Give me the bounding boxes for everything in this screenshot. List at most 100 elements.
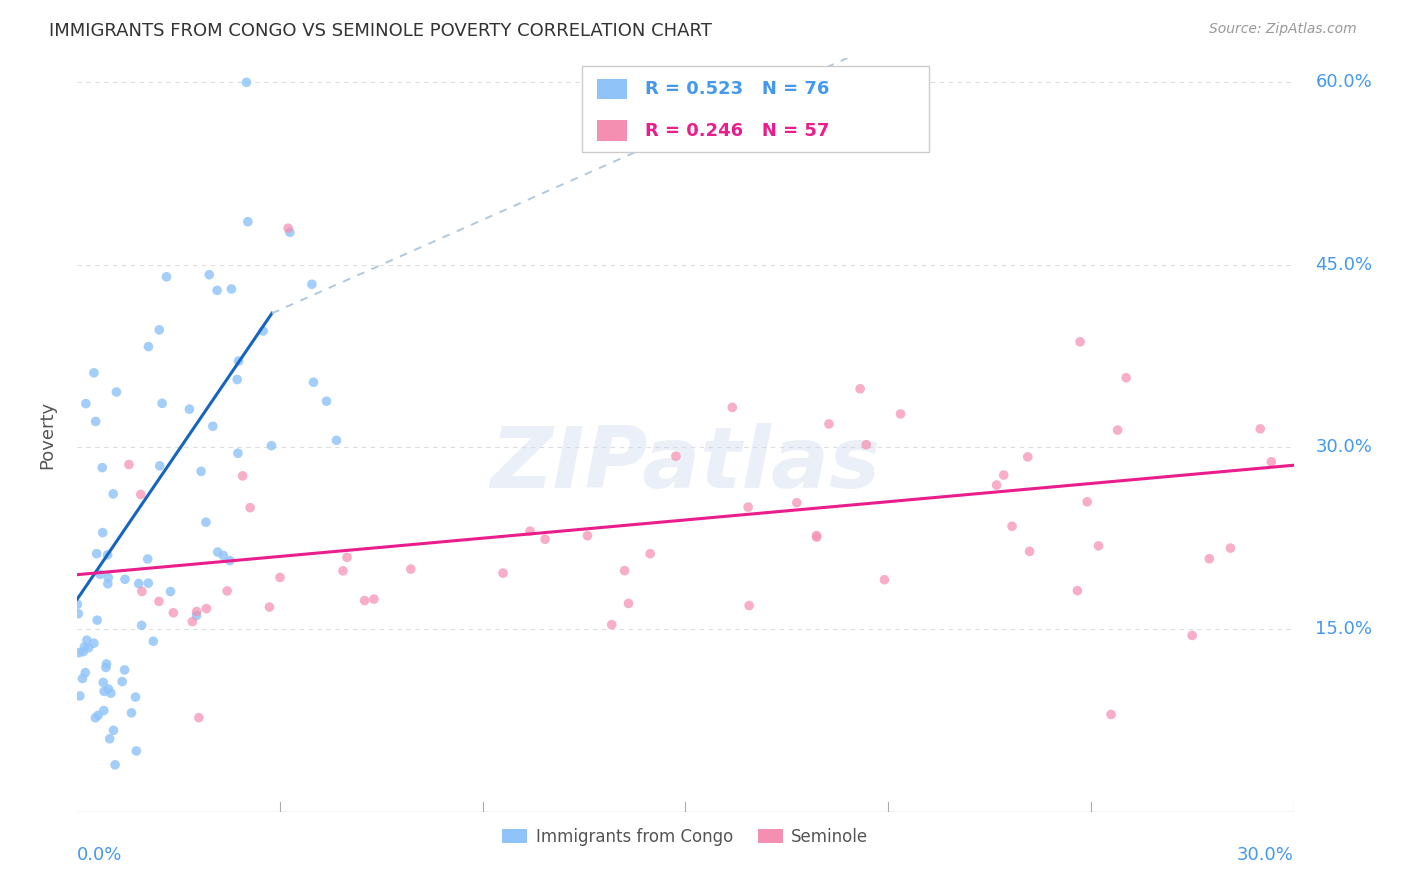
Point: [226, 372, 249, 386]
Point: [576, 529, 599, 543]
Point: [194, 515, 217, 529]
Point: [162, 606, 184, 620]
Point: [66, 597, 89, 611]
Point: [83, 636, 105, 650]
Point: [236, 215, 259, 229]
Point: [186, 608, 208, 623]
Point: [665, 449, 688, 463]
Point: [301, 277, 323, 292]
Point: [105, 384, 128, 399]
Point: [617, 596, 640, 610]
Point: [111, 674, 134, 689]
Text: 60.0%: 60.0%: [1316, 73, 1372, 91]
Point: [849, 382, 872, 396]
Point: [399, 562, 422, 576]
Point: [219, 553, 242, 567]
Point: [721, 401, 744, 415]
Point: [217, 583, 239, 598]
Point: [806, 528, 828, 542]
Point: [138, 340, 160, 354]
Point: [259, 600, 281, 615]
Point: [136, 552, 159, 566]
Point: [96, 657, 118, 671]
Point: [187, 711, 209, 725]
Point: [104, 757, 127, 772]
Text: R = 0.246   N = 57: R = 0.246 N = 57: [645, 121, 830, 139]
Point: [86, 547, 108, 561]
Point: [84, 414, 107, 428]
Point: [100, 686, 122, 700]
Point: [72, 645, 94, 659]
Point: [818, 417, 841, 431]
Point: [613, 564, 636, 578]
Point: [75, 665, 97, 680]
Point: [181, 615, 204, 629]
Point: [207, 545, 229, 559]
Point: [149, 458, 172, 473]
Point: [1219, 541, 1241, 555]
Point: [201, 419, 224, 434]
Point: [1087, 539, 1109, 553]
Point: [228, 354, 250, 368]
Point: [148, 323, 170, 337]
Point: [600, 617, 623, 632]
Point: [1181, 628, 1204, 642]
Point: [1198, 551, 1220, 566]
Legend: Immigrants from Congo, Seminole: Immigrants from Congo, Seminole: [496, 821, 875, 853]
Point: [97, 681, 120, 696]
Point: [325, 434, 347, 448]
Point: [186, 605, 208, 619]
Point: [91, 675, 114, 690]
FancyBboxPatch shape: [582, 65, 929, 153]
Point: [84, 711, 107, 725]
Point: [131, 584, 153, 599]
Point: [69, 689, 91, 703]
Point: [155, 269, 177, 284]
Text: R = 0.523   N = 76: R = 0.523 N = 76: [645, 80, 830, 98]
Point: [738, 599, 761, 613]
Text: 30.0%: 30.0%: [1316, 438, 1372, 456]
Point: [94, 660, 117, 674]
Point: [269, 570, 291, 584]
Point: [221, 282, 243, 296]
Point: [67, 607, 90, 621]
Text: 0.0%: 0.0%: [77, 846, 122, 863]
Point: [98, 731, 121, 746]
Point: [97, 548, 120, 562]
Point: [889, 407, 911, 421]
Text: 30.0%: 30.0%: [1237, 846, 1294, 863]
Point: [125, 744, 148, 758]
Point: [986, 478, 1008, 492]
Point: [855, 438, 877, 452]
Text: ZIPatlas: ZIPatlas: [491, 424, 880, 507]
Point: [89, 567, 111, 582]
Point: [1017, 450, 1039, 464]
Point: [87, 708, 110, 723]
Text: Source: ZipAtlas.com: Source: ZipAtlas.com: [1209, 22, 1357, 37]
Point: [873, 573, 896, 587]
Point: [205, 284, 228, 298]
Point: [212, 549, 235, 563]
Point: [638, 547, 661, 561]
Point: [277, 221, 299, 235]
Point: [492, 566, 515, 580]
Point: [118, 458, 141, 472]
Point: [179, 402, 201, 417]
Point: [128, 576, 150, 591]
Point: [101, 487, 124, 501]
Point: [315, 394, 337, 409]
Point: [83, 366, 105, 380]
Point: [142, 634, 165, 648]
Text: 45.0%: 45.0%: [1316, 256, 1372, 274]
Text: Poverty: Poverty: [38, 401, 56, 469]
Point: [534, 533, 557, 547]
Text: 15.0%: 15.0%: [1316, 620, 1372, 639]
Point: [195, 601, 218, 615]
Point: [114, 572, 136, 586]
Point: [806, 530, 828, 544]
Point: [332, 564, 354, 578]
Point: [190, 464, 212, 478]
Point: [1249, 422, 1271, 436]
Point: [1099, 707, 1122, 722]
Point: [93, 684, 115, 698]
